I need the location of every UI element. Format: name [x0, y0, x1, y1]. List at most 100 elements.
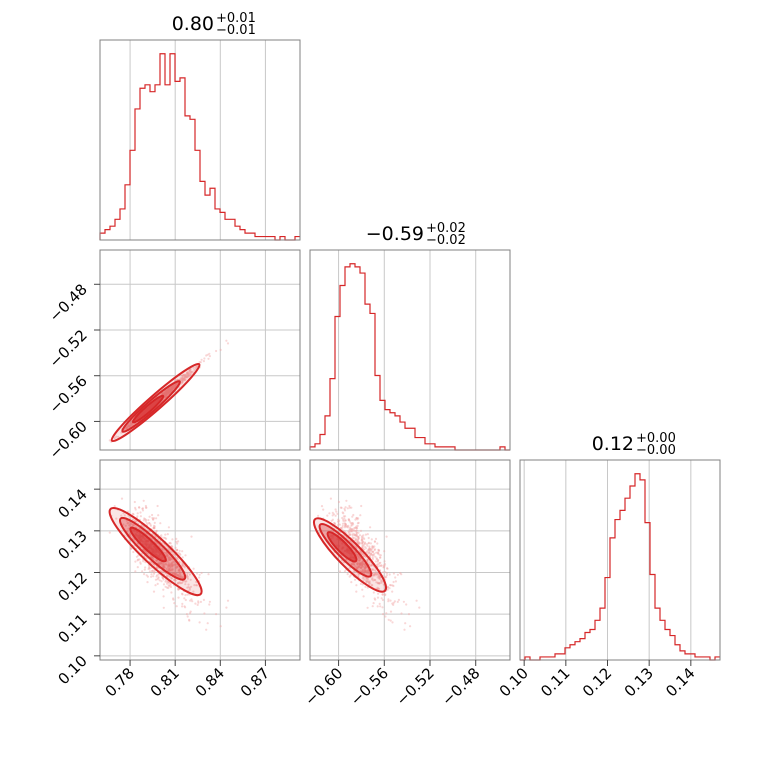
- scatter-point: [166, 582, 169, 585]
- scatter-point: [196, 603, 199, 607]
- scatter-point: [145, 506, 148, 509]
- scatter-point: [361, 544, 364, 547]
- scatter-point: [168, 541, 171, 545]
- panel-frame-1-0: [99, 249, 301, 451]
- scatter-point: [348, 506, 351, 509]
- scatter-point: [184, 580, 187, 583]
- scatter-point: [200, 571, 203, 575]
- scatter-point: [163, 394, 166, 397]
- scatter-point: [348, 533, 351, 537]
- scatter-point: [153, 527, 156, 530]
- scatter-point: [174, 384, 177, 387]
- scatter-point: [172, 386, 175, 390]
- scatter-point: [196, 572, 199, 575]
- scatter-point: [181, 564, 184, 568]
- scatter-point: [168, 542, 171, 545]
- scatter-point: [368, 551, 371, 554]
- scatter-point: [355, 553, 358, 557]
- scatter-point: [376, 559, 380, 562]
- scatter-point: [169, 388, 172, 392]
- scatter-point: [351, 515, 354, 518]
- panel-title-minus: −0.01: [216, 23, 256, 38]
- scatter-point: [138, 506, 141, 509]
- scatter-point: [183, 375, 186, 378]
- scatter-point: [331, 518, 334, 521]
- scatter-point: [219, 625, 222, 628]
- scatter-point: [357, 565, 361, 568]
- scatter-point: [343, 507, 346, 510]
- scatter-point: [188, 372, 192, 375]
- scatter-point: [160, 562, 163, 565]
- scatter-point: [368, 549, 371, 553]
- scatter-point: [192, 590, 195, 593]
- scatter-point: [169, 565, 172, 568]
- scatter-point: [173, 386, 176, 389]
- scatter-point: [345, 499, 348, 502]
- scatter-point: [165, 390, 168, 393]
- scatter-point: [337, 519, 341, 522]
- scatter-point: [172, 597, 175, 600]
- scatter-point: [151, 569, 154, 572]
- x-tick-label: 0.14: [662, 664, 698, 700]
- scatter-point: [373, 540, 377, 543]
- scatter-point: [366, 560, 369, 563]
- y-tick-label: −0.52: [46, 326, 91, 371]
- contour-inner: [326, 531, 358, 563]
- scatter-point: [377, 574, 380, 578]
- scatter-point: [361, 542, 364, 545]
- scatter-point: [188, 370, 191, 373]
- scatter-point: [139, 515, 142, 518]
- scatter-point: [362, 540, 365, 544]
- scatter-point: [355, 529, 358, 532]
- scatter-point: [373, 545, 376, 548]
- scatter-point: [180, 382, 183, 385]
- scatter-point: [184, 606, 187, 609]
- scatter-point: [351, 530, 354, 533]
- scatter-point: [355, 562, 359, 566]
- scatter-point: [173, 578, 176, 581]
- scatter-point: [366, 558, 369, 561]
- scatter-point: [145, 518, 148, 522]
- y-tick-label: −0.48: [46, 280, 91, 325]
- scatter-point: [346, 525, 349, 528]
- scatter-point: [356, 535, 360, 539]
- scatter-point: [138, 527, 141, 531]
- scatter-point: [178, 575, 181, 578]
- scatter-point: [374, 571, 378, 574]
- scatter-point: [375, 551, 378, 554]
- scatter-point: [389, 619, 392, 622]
- scatter-point: [371, 577, 374, 580]
- scatter-point: [357, 556, 360, 559]
- frame-layer: [99, 39, 721, 661]
- scatter-point: [166, 553, 169, 557]
- scatter-point: [125, 427, 129, 430]
- scatter-point: [198, 573, 201, 576]
- scatter-point: [351, 536, 354, 539]
- scatter-point: [126, 426, 129, 429]
- scatter-point: [348, 520, 351, 523]
- scatter-point: [350, 528, 354, 531]
- scatter-point: [182, 379, 185, 382]
- scatter-point: [174, 572, 177, 576]
- scatter-point: [143, 517, 146, 520]
- scatter-point: [347, 530, 351, 534]
- scatter-point: [199, 361, 202, 364]
- scatter-point: [140, 552, 144, 555]
- scatter-point: [359, 566, 362, 569]
- scatter-point: [172, 598, 175, 601]
- scatter-point: [369, 582, 372, 585]
- scatter-point: [182, 377, 185, 380]
- scatter-point: [171, 388, 174, 391]
- scatter-point: [160, 580, 163, 583]
- scatter-point: [342, 561, 345, 564]
- scatter-point: [132, 550, 135, 554]
- scatter-point: [173, 572, 176, 576]
- scatter-point: [367, 536, 370, 540]
- scatter-point: [185, 375, 188, 378]
- scatter-point: [371, 556, 374, 559]
- scatter-point: [153, 521, 156, 525]
- scatter-point: [185, 376, 188, 379]
- scatter-point: [351, 533, 354, 536]
- scatter-point: [169, 388, 172, 391]
- scatter-point: [356, 522, 359, 525]
